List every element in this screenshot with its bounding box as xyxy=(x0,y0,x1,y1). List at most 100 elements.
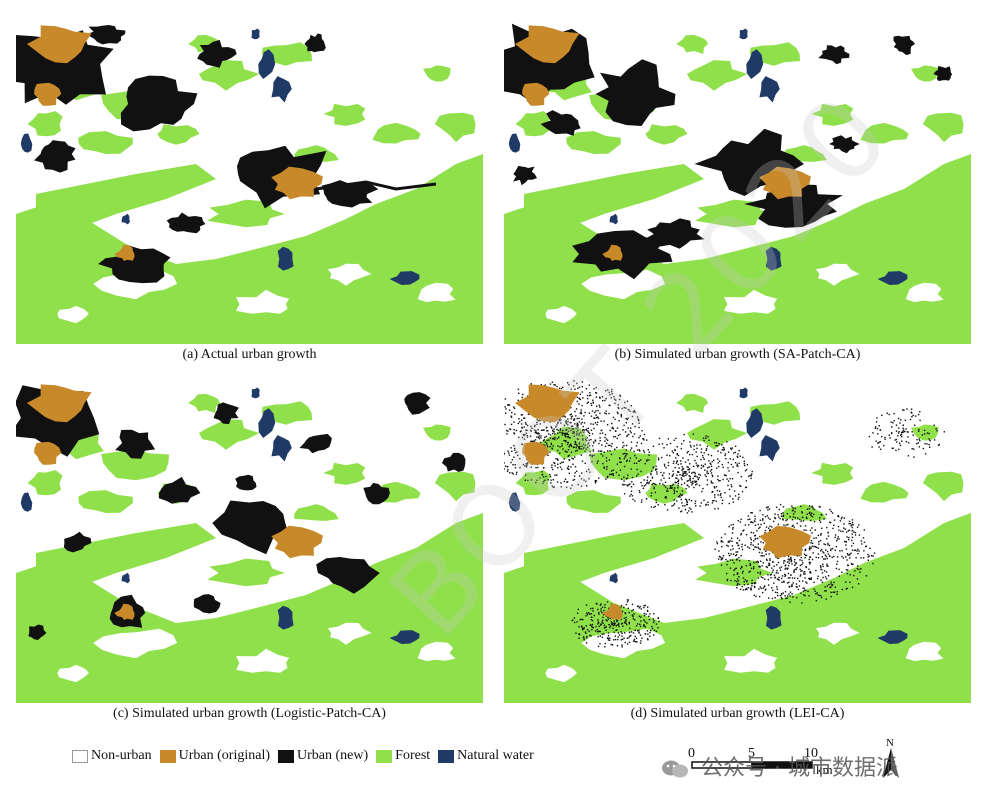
urban-new-cell xyxy=(689,475,691,478)
urban-new-cell xyxy=(846,587,849,590)
natural-water xyxy=(258,408,276,438)
urban-new-cell xyxy=(634,635,636,638)
urban-new-cell xyxy=(676,453,678,456)
urban-new-cell xyxy=(651,476,654,478)
urban-new-cell xyxy=(605,626,607,628)
urban-new-cell xyxy=(883,444,885,447)
urban-new-cell xyxy=(710,454,713,457)
urban-new-cell xyxy=(616,437,618,440)
north-label: N xyxy=(886,737,894,749)
urban-new-cell xyxy=(737,471,739,474)
urban-new-cell xyxy=(787,567,789,569)
urban-new-cell xyxy=(653,613,655,615)
urban-new-cell xyxy=(799,564,802,567)
urban-new-cell xyxy=(554,433,556,435)
urban-new-cell xyxy=(711,491,713,493)
urban-new-cell xyxy=(720,540,723,542)
urban-new-cell xyxy=(521,414,523,416)
urban-new-cell xyxy=(805,516,808,519)
urban-new-cell xyxy=(625,603,628,606)
urban-new-cell xyxy=(860,568,862,570)
urban-new-cell xyxy=(755,546,757,548)
urban-new-cell xyxy=(600,450,603,452)
urban-new-cell xyxy=(530,479,533,481)
urban-new-cell xyxy=(891,426,893,428)
urban-new-cell xyxy=(581,418,583,420)
urban-new-cell xyxy=(712,500,714,502)
urban-new-cell xyxy=(921,434,924,436)
urban-new-cell xyxy=(625,460,628,463)
urban-new-cell xyxy=(730,448,733,451)
urban-new-cell xyxy=(617,404,619,406)
urban-new-cell xyxy=(703,452,705,454)
urban-new-cell xyxy=(536,419,538,421)
urban-new-cell xyxy=(628,636,630,639)
urban-new-cell xyxy=(722,541,724,543)
urban-new-cell xyxy=(616,619,619,622)
urban-new-cell xyxy=(589,392,591,394)
urban-new-cell xyxy=(675,477,677,479)
urban-new-cell xyxy=(732,458,734,461)
urban-new-cell xyxy=(767,564,770,567)
urban-new-cell xyxy=(599,432,601,435)
urban-new-cell xyxy=(707,436,709,438)
urban-new xyxy=(316,557,380,594)
legend-label: Forest xyxy=(395,748,431,763)
urban-new-cell xyxy=(552,430,554,433)
non-urban-area xyxy=(815,263,860,286)
urban-new-cell xyxy=(764,585,766,587)
urban-new-cell xyxy=(733,452,735,454)
urban-new-cell xyxy=(576,431,578,433)
urban-new-cell xyxy=(584,411,586,414)
urban-new-cell xyxy=(604,399,606,402)
urban-new-cell xyxy=(853,549,856,552)
urban-new-cell xyxy=(853,531,855,533)
map-panel-d xyxy=(504,373,971,703)
urban-new-cell xyxy=(578,626,580,628)
urban-new-cell xyxy=(645,484,647,486)
urban-new-cell xyxy=(811,545,813,547)
forest-patch xyxy=(645,124,688,145)
urban-new-cell xyxy=(781,598,783,600)
urban-new-cell xyxy=(736,584,738,586)
urban-new-cell xyxy=(698,484,701,487)
urban-new-cell xyxy=(588,444,591,447)
urban-new-cell xyxy=(762,562,764,564)
urban-new-cell xyxy=(847,569,849,571)
urban-new-cell xyxy=(619,461,621,463)
urban-new-cell xyxy=(706,470,708,472)
urban-new-cell xyxy=(723,449,725,451)
urban-new-cell xyxy=(914,424,916,426)
urban-new-cell xyxy=(717,507,719,510)
urban-new-cell xyxy=(777,572,779,574)
urban-new-cell xyxy=(705,475,707,478)
urban-new-cell xyxy=(610,470,613,472)
urban-new-cell xyxy=(597,619,599,621)
urban-new-cell xyxy=(782,519,784,521)
urban-new-cell xyxy=(783,524,785,526)
urban-original xyxy=(114,244,135,261)
urban-new-cell xyxy=(662,483,664,485)
urban-new-cell xyxy=(640,616,642,618)
urban-new-cell xyxy=(790,557,792,559)
urban-new-cell xyxy=(623,476,625,478)
urban-new-cell xyxy=(710,468,713,471)
urban-new-cell xyxy=(574,410,576,413)
urban-new-cell xyxy=(910,411,912,413)
urban-new-cell xyxy=(692,465,695,468)
urban-new-cell xyxy=(735,567,737,569)
urban-new-cell xyxy=(670,486,672,488)
urban-new-cell xyxy=(805,529,807,531)
urban-new-cell xyxy=(606,424,609,426)
urban-new-cell xyxy=(611,426,614,429)
urban-new-cell xyxy=(720,564,723,566)
urban-new-cell xyxy=(911,448,913,450)
urban-new-cell xyxy=(525,429,527,431)
urban-new-cell xyxy=(750,477,752,480)
urban-new-cell xyxy=(620,631,622,633)
urban-new-cell xyxy=(710,480,712,482)
urban-new-cell xyxy=(521,443,524,446)
urban-new-cell xyxy=(895,424,898,426)
urban-new-cell xyxy=(560,486,562,488)
urban-new-cell xyxy=(677,463,679,466)
